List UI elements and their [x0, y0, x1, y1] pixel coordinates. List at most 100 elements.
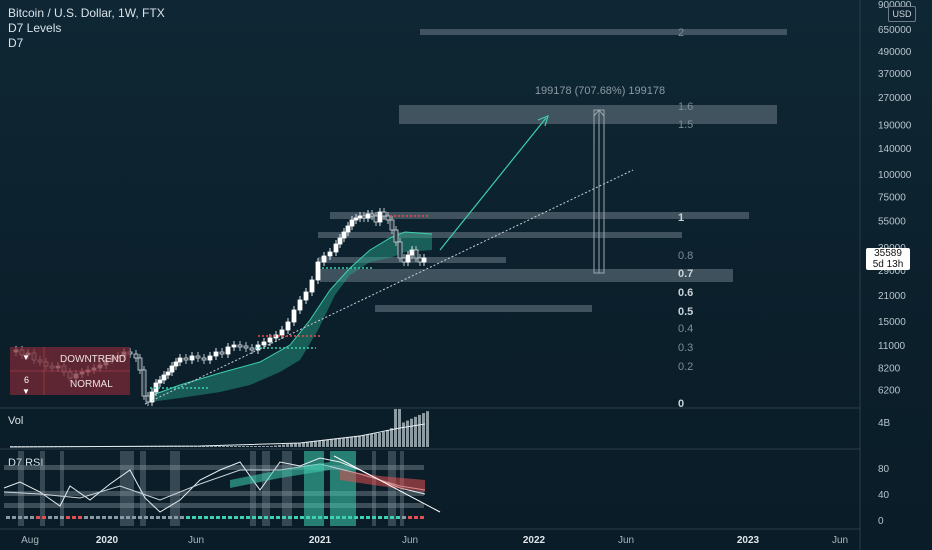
rsi-highlight	[352, 451, 356, 526]
rsi-signal-dot	[60, 516, 64, 519]
volume-bar	[354, 435, 357, 447]
rsi-signal-dot	[192, 516, 196, 519]
candle-body	[279, 329, 285, 336]
currency-button[interactable]: USD	[888, 6, 916, 22]
rsi-signal-dot	[210, 516, 214, 519]
candle-body	[405, 254, 411, 263]
rsi-signal-dot	[180, 516, 184, 519]
rsi-signal-dot	[126, 516, 130, 519]
candle-body	[357, 215, 363, 219]
rsi-signal-dot	[366, 516, 370, 519]
candle-body	[361, 215, 367, 219]
cloud-upper	[149, 231, 433, 397]
rsi-band	[4, 465, 424, 470]
rsi-signal-dot	[360, 516, 364, 519]
level-label: 1.5	[678, 119, 693, 131]
volume-bar	[222, 446, 225, 447]
candle-body	[165, 371, 171, 376]
rsi-trendline	[333, 455, 441, 513]
rsi-signal-dot	[342, 516, 346, 519]
chart-title[interactable]: Bitcoin / U.S. Dollar, 1W, FTX	[8, 6, 165, 20]
rsi-signal-dot	[30, 516, 34, 519]
rsi-highlight	[304, 451, 324, 526]
volume-bar	[326, 439, 329, 447]
rsi-signal-dot	[204, 516, 208, 519]
rsi-signal-dot	[120, 516, 124, 519]
candle-body	[381, 211, 387, 217]
rsi-band	[4, 491, 424, 496]
candle-body	[141, 369, 147, 397]
rsi-signal-dot	[84, 516, 88, 519]
volume-bar	[342, 437, 345, 447]
candle-body	[231, 344, 237, 348]
indicator-d7-levels[interactable]: D7 Levels	[8, 21, 62, 35]
candle-body	[327, 251, 333, 257]
rsi-signal-dot	[108, 516, 112, 519]
candle-body	[243, 345, 249, 349]
rsi-signal-dot	[420, 516, 424, 519]
candle-body	[267, 337, 273, 343]
price-tick: 270000	[878, 93, 912, 104]
volume-bar	[366, 434, 369, 447]
volume-bar	[262, 446, 265, 447]
rsi-highlight	[60, 451, 64, 526]
volume-bar	[242, 446, 245, 447]
price-tick: 190000	[878, 120, 912, 131]
candle-body	[309, 279, 315, 293]
volume-bar	[402, 422, 405, 447]
candle-body	[285, 321, 291, 331]
rsi-signal-dot	[354, 516, 358, 519]
candle-body	[333, 243, 339, 253]
rsi-highlight	[282, 451, 292, 526]
rsi-signal-dot	[12, 516, 16, 519]
volume-bar	[270, 446, 273, 447]
volatility-label: NORMAL	[70, 379, 113, 390]
rsi-signal-dot	[324, 516, 328, 519]
level-label: 0.8	[678, 250, 693, 262]
rsi-signal-dot	[306, 516, 310, 519]
volume-tick: 4B	[878, 418, 891, 429]
candle-body	[169, 365, 175, 373]
measure-label: 199178 (707.68%) 199178	[535, 85, 665, 97]
rsi-teal-band	[230, 462, 330, 488]
price-tick: 21000	[878, 291, 906, 302]
volume-bar	[418, 414, 421, 447]
volume-bar	[350, 436, 353, 447]
indicator-d7[interactable]: D7	[8, 36, 24, 50]
rsi-signal-dot	[276, 516, 280, 519]
bar-countdown: 5d 13h	[872, 259, 904, 270]
volume-ma	[9, 423, 426, 448]
time-tick: 2023	[737, 535, 760, 546]
rsi-signal-dot	[156, 516, 160, 519]
price-tick: 6200	[878, 385, 901, 396]
level-label: 0.4	[678, 323, 693, 335]
rsi-signal-dot	[246, 516, 250, 519]
time-tick: Jun	[402, 535, 418, 546]
rsi-signal-dot	[402, 516, 406, 519]
candle-body	[369, 213, 375, 217]
rsi-signal-dot	[78, 516, 82, 519]
candle-body	[237, 344, 243, 348]
volume-bar	[378, 433, 381, 447]
price-tick: 75000	[878, 192, 906, 203]
candle-body	[249, 347, 255, 351]
rsi-signal-dot	[66, 516, 70, 519]
rsi-signal-dot	[390, 516, 394, 519]
rsi-signal-dot	[42, 516, 46, 519]
rsi-signal-dot	[186, 516, 190, 519]
rsi-signal-dot	[294, 516, 298, 519]
down-arrow-icon: ▼	[22, 353, 30, 362]
volume-bar	[322, 439, 325, 447]
last-price-tag: 35589 5d 13h	[866, 248, 910, 270]
volume-bar	[318, 440, 321, 447]
volume-bar	[210, 446, 213, 447]
level-box-0.75	[318, 257, 506, 263]
price-tick: 490000	[878, 47, 912, 58]
time-tick: Jun	[188, 535, 204, 546]
rsi-signal-dot	[264, 516, 268, 519]
projection-arrow	[439, 117, 547, 251]
candle-body	[261, 341, 267, 346]
rsi-highlight	[18, 451, 24, 526]
rsi-signal-dot	[414, 516, 418, 519]
